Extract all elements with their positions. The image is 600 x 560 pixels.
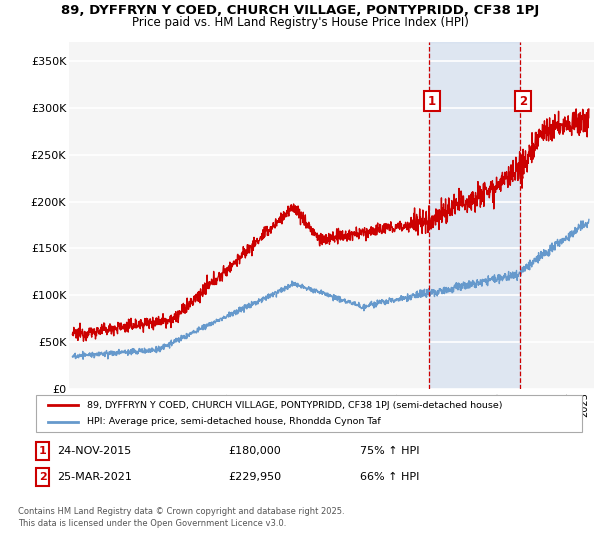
Bar <box>428 42 520 389</box>
Text: £229,950: £229,950 <box>228 472 281 482</box>
Text: Contains HM Land Registry data © Crown copyright and database right 2025.
This d: Contains HM Land Registry data © Crown c… <box>18 507 344 528</box>
Text: 24-NOV-2015: 24-NOV-2015 <box>57 446 131 456</box>
Text: 25-MAR-2021: 25-MAR-2021 <box>57 472 132 482</box>
Text: 75% ↑ HPI: 75% ↑ HPI <box>360 446 419 456</box>
Text: 66% ↑ HPI: 66% ↑ HPI <box>360 472 419 482</box>
Text: Price paid vs. HM Land Registry's House Price Index (HPI): Price paid vs. HM Land Registry's House … <box>131 16 469 29</box>
Text: 89, DYFFRYN Y COED, CHURCH VILLAGE, PONTYPRIDD, CF38 1PJ (semi-detached house): 89, DYFFRYN Y COED, CHURCH VILLAGE, PONT… <box>87 401 503 410</box>
Text: 2: 2 <box>39 472 46 482</box>
Text: 1: 1 <box>39 446 46 456</box>
Text: 89, DYFFRYN Y COED, CHURCH VILLAGE, PONTYPRIDD, CF38 1PJ: 89, DYFFRYN Y COED, CHURCH VILLAGE, PONT… <box>61 4 539 17</box>
Text: 1: 1 <box>428 95 436 108</box>
Text: 2: 2 <box>519 95 527 108</box>
Text: HPI: Average price, semi-detached house, Rhondda Cynon Taf: HPI: Average price, semi-detached house,… <box>87 417 381 426</box>
Text: £180,000: £180,000 <box>228 446 281 456</box>
